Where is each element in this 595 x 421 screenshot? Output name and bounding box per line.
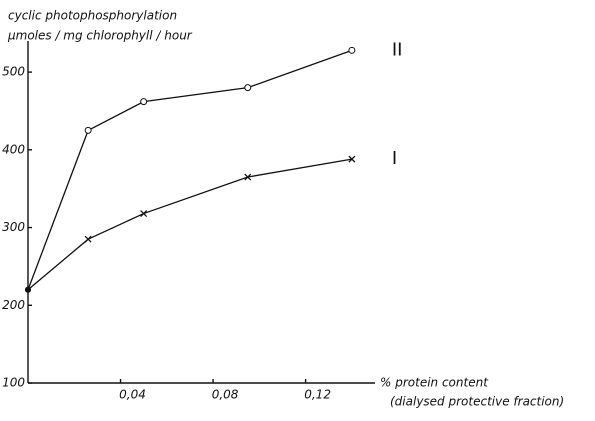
y-tick-label: 100 xyxy=(2,376,25,390)
marker xyxy=(84,126,92,134)
x-axis-label: % protein content xyxy=(380,376,489,390)
x-tick-label: 0,04 xyxy=(119,388,146,402)
y-axis-label: cyclic photophosphorylation xyxy=(8,9,177,23)
y-axis-label: µmoles / mg chlorophyll / hour xyxy=(7,29,193,43)
series-line xyxy=(27,158,352,291)
legend-label: I xyxy=(392,148,397,169)
y-tick-label: 500 xyxy=(2,65,25,79)
marker xyxy=(140,210,148,218)
marker xyxy=(140,98,148,106)
y-tick-label: 400 xyxy=(2,142,25,156)
series-line xyxy=(27,49,353,290)
x-tick-label: 0,08 xyxy=(212,388,239,402)
y-tick-label: 300 xyxy=(2,220,25,234)
marker xyxy=(244,84,252,92)
marker xyxy=(84,235,92,243)
legend-label: II xyxy=(392,39,403,60)
x-axis-label: (dialysed protective fraction) xyxy=(390,395,564,409)
x-tick-label: 0,12 xyxy=(304,388,331,402)
y-tick-label: 200 xyxy=(2,298,25,312)
marker xyxy=(348,155,356,163)
marker xyxy=(244,173,252,181)
marker xyxy=(348,46,356,54)
marker xyxy=(25,286,31,293)
